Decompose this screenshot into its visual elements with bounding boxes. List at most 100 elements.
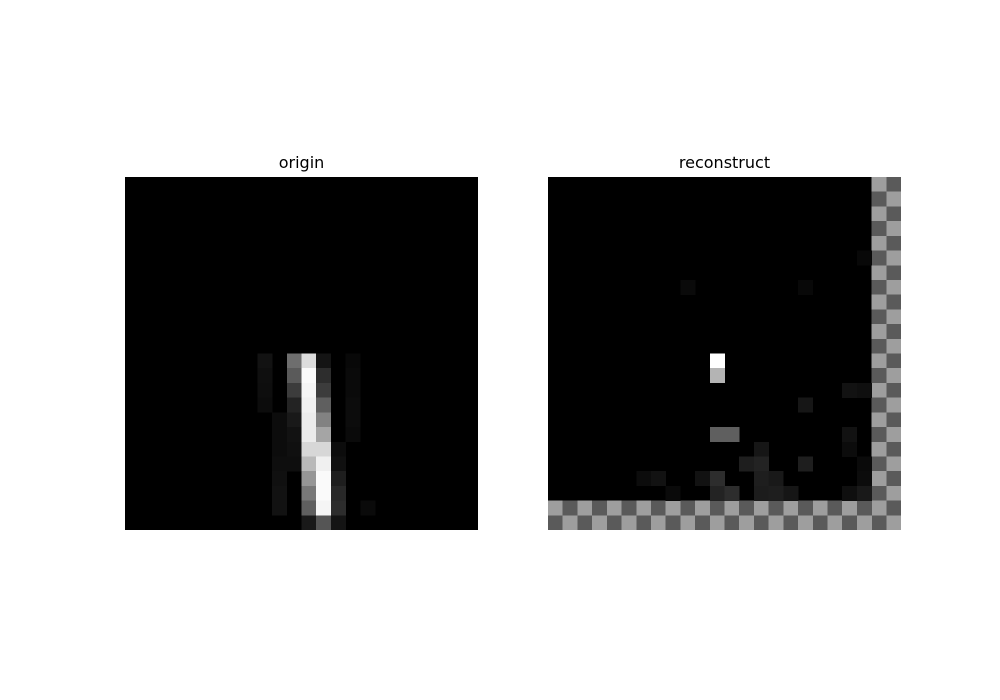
border-pixel <box>886 515 901 530</box>
pixel <box>345 368 361 384</box>
pixel <box>856 485 872 501</box>
pixel <box>768 485 784 501</box>
origin-image <box>125 177 478 530</box>
pixel <box>345 427 361 443</box>
border-pixel <box>783 515 799 530</box>
pixel <box>286 427 302 443</box>
border-pixel <box>871 382 887 398</box>
pixel <box>330 515 346 530</box>
border-pixel <box>768 515 784 530</box>
pixel <box>301 353 317 369</box>
pixel <box>330 471 346 487</box>
pixel <box>301 427 317 443</box>
border-pixel <box>606 515 622 530</box>
pixel <box>316 412 332 428</box>
pixel <box>650 471 666 487</box>
border-pixel <box>886 397 901 413</box>
pixel <box>316 397 332 413</box>
pixel <box>330 500 346 516</box>
border-pixel <box>680 500 696 516</box>
pixel <box>345 397 361 413</box>
pixel <box>316 485 332 501</box>
pixel <box>856 250 872 266</box>
border-pixel <box>886 382 901 398</box>
border-pixel <box>724 500 740 516</box>
pixel <box>316 353 332 369</box>
pixel <box>330 441 346 457</box>
pixel <box>286 456 302 472</box>
border-pixel <box>871 265 887 281</box>
pixel <box>709 353 725 369</box>
border-pixel <box>783 500 799 516</box>
border-pixel <box>871 309 887 325</box>
pixel <box>739 456 755 472</box>
border-pixel <box>886 368 901 384</box>
pixel <box>257 368 273 384</box>
border-pixel <box>886 456 901 472</box>
border-pixel <box>886 294 901 310</box>
pixel <box>301 471 317 487</box>
pixel <box>301 456 317 472</box>
border-pixel <box>871 368 887 384</box>
pixel <box>257 382 273 398</box>
pixel <box>286 441 302 457</box>
pixel <box>842 382 858 398</box>
pixel <box>345 382 361 398</box>
pixel <box>286 382 302 398</box>
pixel <box>301 441 317 457</box>
pixel <box>316 456 332 472</box>
border-pixel <box>592 515 608 530</box>
border-pixel <box>886 235 901 251</box>
border-pixel <box>871 177 887 193</box>
pixel <box>286 412 302 428</box>
border-pixel <box>739 500 755 516</box>
border-pixel <box>856 515 872 530</box>
border-pixel <box>621 515 637 530</box>
pixel <box>301 397 317 413</box>
pixel <box>856 382 872 398</box>
border-pixel <box>886 191 901 207</box>
pixel <box>680 279 696 295</box>
pixel <box>316 515 332 530</box>
pixel <box>636 471 652 487</box>
border-pixel <box>871 427 887 443</box>
border-pixel <box>548 515 564 530</box>
pixel <box>286 353 302 369</box>
border-pixel <box>562 500 578 516</box>
border-pixel <box>886 338 901 354</box>
border-pixel <box>871 206 887 222</box>
pixel <box>316 471 332 487</box>
pixel <box>301 412 317 428</box>
border-pixel <box>871 397 887 413</box>
border-pixel <box>871 294 887 310</box>
border-pixel <box>871 221 887 237</box>
border-pixel <box>871 250 887 266</box>
pixel <box>316 441 332 457</box>
pixel <box>842 441 858 457</box>
border-pixel <box>577 500 593 516</box>
pixel <box>753 471 769 487</box>
border-pixel <box>753 515 769 530</box>
border-pixel <box>650 500 666 516</box>
pixel <box>856 471 872 487</box>
border-pixel <box>827 500 843 516</box>
pixel <box>330 456 346 472</box>
border-pixel <box>886 485 901 501</box>
border-pixel <box>709 515 725 530</box>
reconstruct-title: reconstruct <box>678 153 771 172</box>
border-pixel <box>886 250 901 266</box>
origin-title: origin <box>278 153 325 172</box>
pixel <box>842 485 858 501</box>
border-pixel <box>886 279 901 295</box>
border-pixel <box>886 309 901 325</box>
border-pixel <box>871 279 887 295</box>
pixel <box>272 485 288 501</box>
pixel <box>272 441 288 457</box>
border-pixel <box>665 500 681 516</box>
border-pixel <box>856 500 872 516</box>
pixel <box>724 427 740 443</box>
border-pixel <box>871 471 887 487</box>
border-pixel <box>798 500 814 516</box>
border-pixel <box>886 206 901 222</box>
border-pixel <box>812 500 828 516</box>
